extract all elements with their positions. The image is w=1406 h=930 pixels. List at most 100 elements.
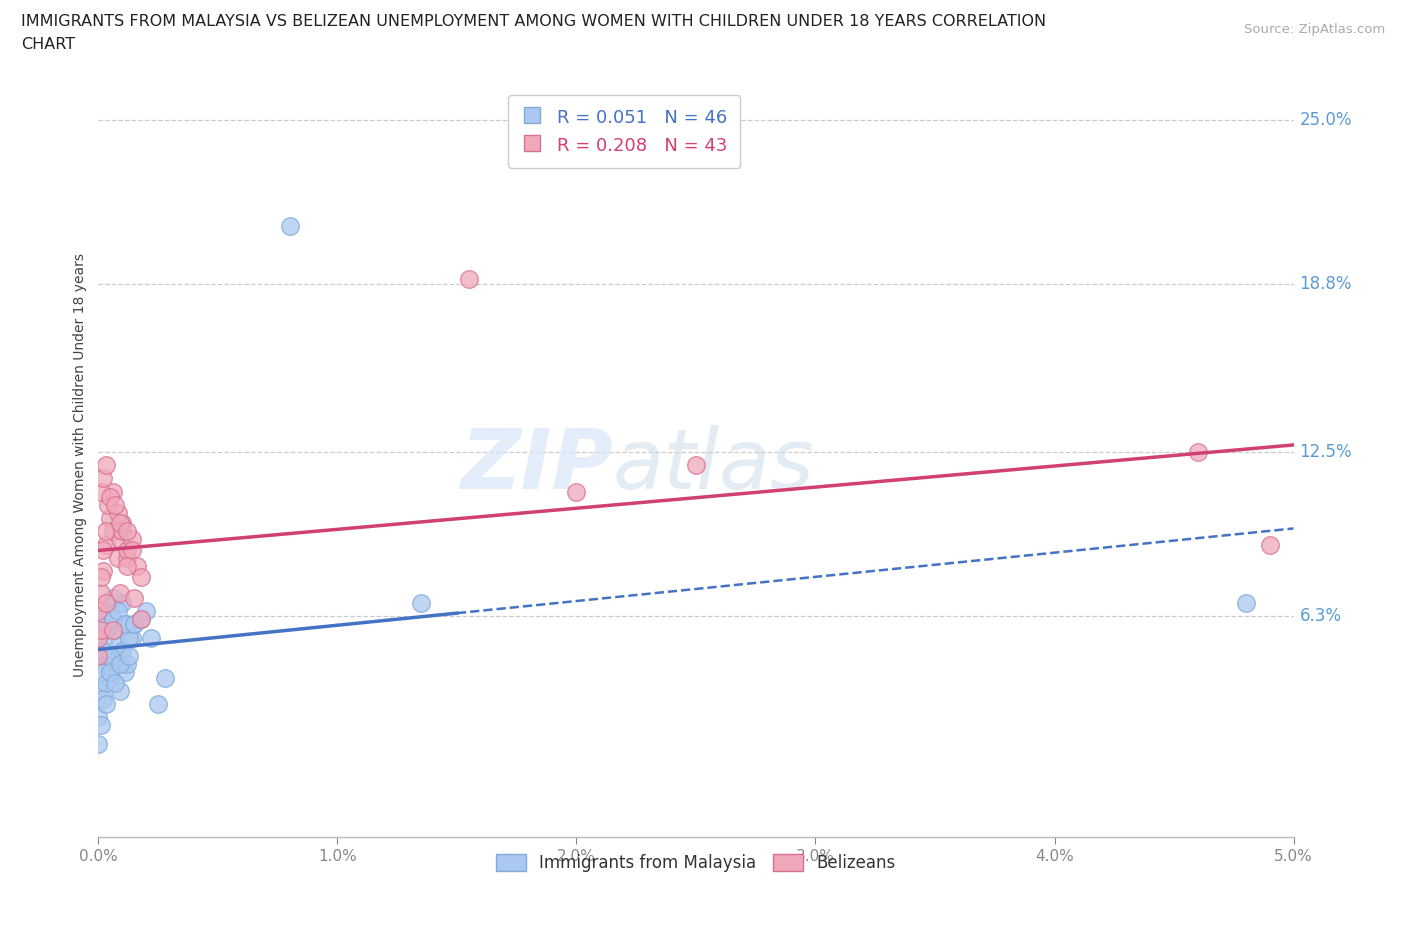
Point xyxy=(124,591,146,605)
Point xyxy=(91,631,114,645)
Y-axis label: Unemployment Among Women with Children Under 18 years: Unemployment Among Women with Children U… xyxy=(73,253,87,677)
Point xyxy=(411,596,433,611)
Point xyxy=(91,471,114,485)
Point xyxy=(91,542,114,557)
Point xyxy=(87,737,110,751)
Point xyxy=(111,644,134,658)
Point xyxy=(87,657,110,671)
Point xyxy=(108,532,131,547)
Point xyxy=(565,485,588,499)
Point xyxy=(121,532,143,547)
Point xyxy=(90,665,112,680)
Point xyxy=(90,622,112,637)
Point xyxy=(94,622,117,637)
Point xyxy=(125,559,148,574)
Point xyxy=(121,542,143,557)
Point xyxy=(1234,596,1257,611)
Point xyxy=(115,559,138,574)
Point xyxy=(87,649,110,664)
Point xyxy=(118,631,141,645)
Point xyxy=(101,622,124,637)
Text: 25.0%: 25.0% xyxy=(1299,111,1353,128)
Point xyxy=(111,516,134,531)
Point xyxy=(114,617,136,631)
Point xyxy=(94,596,117,611)
Point xyxy=(139,631,162,645)
Point xyxy=(94,538,117,552)
Point xyxy=(131,612,153,627)
Point xyxy=(94,675,117,690)
Text: 6.3%: 6.3% xyxy=(1299,607,1341,626)
Point xyxy=(124,617,146,631)
Point xyxy=(108,585,131,600)
Point xyxy=(111,524,134,538)
Point xyxy=(101,591,124,605)
Point xyxy=(87,604,110,618)
Point xyxy=(87,631,110,645)
Point xyxy=(97,604,120,618)
Point xyxy=(131,612,153,627)
Text: atlas: atlas xyxy=(613,424,814,506)
Point xyxy=(97,498,120,512)
Point xyxy=(98,511,122,525)
Point xyxy=(131,569,153,584)
Legend: Immigrants from Malaysia, Belizeans: Immigrants from Malaysia, Belizeans xyxy=(488,846,904,881)
Point xyxy=(94,697,117,711)
Point xyxy=(104,622,127,637)
Point xyxy=(118,649,141,664)
Point xyxy=(115,524,138,538)
Point xyxy=(91,644,114,658)
Point xyxy=(1187,445,1209,459)
Text: IMMIGRANTS FROM MALAYSIA VS BELIZEAN UNEMPLOYMENT AMONG WOMEN WITH CHILDREN UNDE: IMMIGRANTS FROM MALAYSIA VS BELIZEAN UNE… xyxy=(21,14,1046,29)
Point xyxy=(108,657,131,671)
Text: Source: ZipAtlas.com: Source: ZipAtlas.com xyxy=(1244,23,1385,36)
Point xyxy=(90,485,112,499)
Point xyxy=(124,617,146,631)
Point xyxy=(148,697,170,711)
Point xyxy=(90,569,112,584)
Point xyxy=(90,718,112,733)
Point xyxy=(87,710,110,724)
Point xyxy=(101,612,124,627)
Point xyxy=(104,675,127,690)
Point xyxy=(108,638,131,653)
Point xyxy=(685,458,707,472)
Point xyxy=(94,649,117,664)
Point xyxy=(115,551,138,565)
Point xyxy=(87,684,110,698)
Point xyxy=(94,458,117,472)
Point xyxy=(107,551,129,565)
Point xyxy=(98,649,122,664)
Point xyxy=(135,604,157,618)
Text: ZIP: ZIP xyxy=(460,424,613,506)
Point xyxy=(104,498,127,512)
Point xyxy=(101,524,124,538)
Point xyxy=(458,272,481,286)
Point xyxy=(91,564,114,578)
Point xyxy=(90,612,112,627)
Point xyxy=(114,665,136,680)
Point xyxy=(94,524,117,538)
Point xyxy=(278,219,301,233)
Text: 18.8%: 18.8% xyxy=(1299,275,1353,293)
Point xyxy=(115,617,138,631)
Point xyxy=(107,505,129,520)
Point xyxy=(101,485,124,499)
Text: CHART: CHART xyxy=(21,37,75,52)
Point xyxy=(121,631,143,645)
Text: 12.5%: 12.5% xyxy=(1299,443,1353,460)
Point xyxy=(107,657,129,671)
Point xyxy=(107,604,129,618)
Point xyxy=(111,596,134,611)
Point xyxy=(98,671,122,685)
Point xyxy=(98,489,122,504)
Point xyxy=(108,516,131,531)
Point xyxy=(108,684,131,698)
Point xyxy=(155,671,177,685)
Point xyxy=(98,665,122,680)
Point xyxy=(115,542,138,557)
Point xyxy=(90,585,112,600)
Point xyxy=(91,691,114,706)
Point xyxy=(1258,538,1281,552)
Point xyxy=(115,657,138,671)
